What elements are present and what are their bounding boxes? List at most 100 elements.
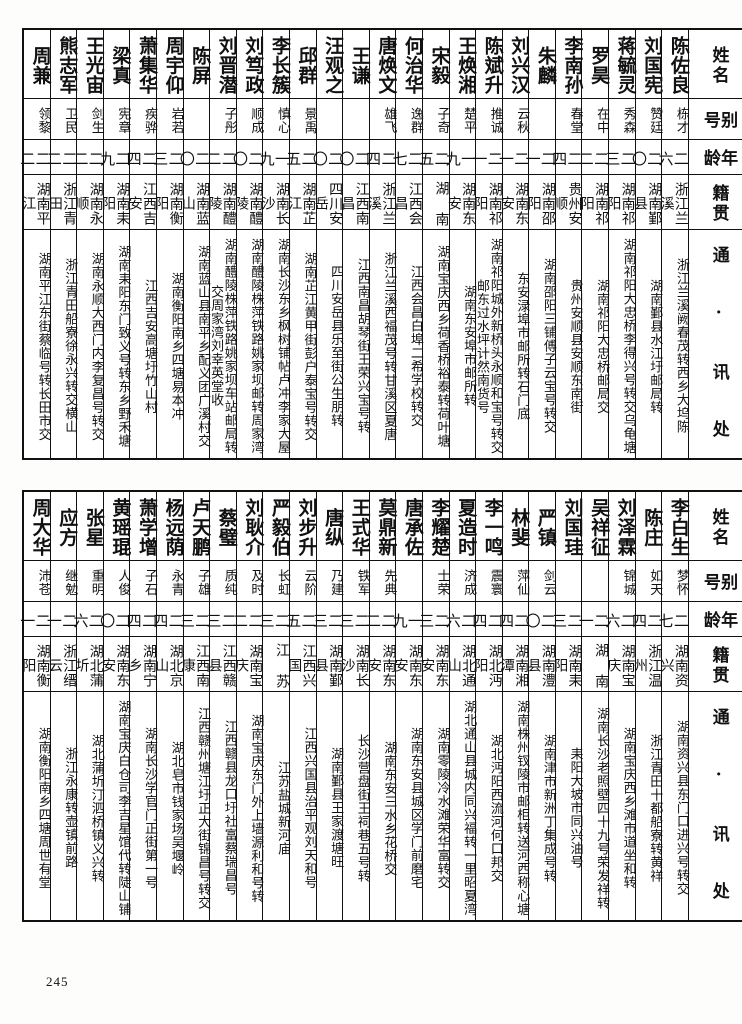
entry-age: 二四 [124, 139, 158, 175]
entry-native-text: 湖南宝庆 [605, 643, 636, 688]
entry-address: 湖南醴陵株萍铁路姚家坝邮转周家湾 [235, 229, 264, 460]
entry-address-text: 江西兴国县治平观刘天和号 [301, 727, 317, 889]
entry-age: 二二 [71, 139, 105, 175]
entry-name: 李南孙 [554, 28, 583, 99]
entry-address-text: 湖北蒲圻汀泗桥镇义兴转 [88, 733, 104, 883]
entry-address-text: 湖南醴陵株萍铁路姚家坝邮转周家湾 [248, 238, 264, 454]
header-alias: 别号 [687, 98, 742, 140]
entry-alias: 长虹 [262, 560, 290, 602]
header-name-text: 姓名 [708, 507, 729, 548]
entry-age-text: 二三 [177, 612, 212, 629]
entry-name: 蔡璧 [209, 490, 238, 561]
entry-name-text: 刘兴汉 [508, 36, 531, 95]
entry-address-text: 湖南祁阳大忠桥李得兴号转交乌龟塘 [620, 238, 636, 454]
entry-native-text: 湖南衡阳 [20, 643, 51, 688]
entry-alias-text: 乃建 [328, 569, 344, 596]
entry-name-text: 卢天鹏 [189, 498, 212, 557]
entry-age-text: 二四 [550, 150, 584, 167]
entry-native: 湖南邵阳 [526, 174, 556, 230]
entry-age-text: 二三 [310, 612, 345, 629]
entry-name: 萧集华 [129, 28, 158, 99]
entry-address-text: 湖南永顺大西门内李复昌号转交 [88, 251, 104, 441]
page-number: 245 [46, 974, 69, 989]
entry-native: 湖南资兴 [659, 636, 689, 692]
entry-address: 湖南长沙老照壁四十九号荣发祥转 [581, 691, 609, 922]
entry-age-text: 二六 [603, 612, 637, 629]
entry-age: 二〇 [630, 139, 663, 175]
entry-native: 湖南耒阳 [100, 174, 130, 230]
entry-name: 黄瑶琨 [102, 490, 131, 561]
entry-address: 江西南昌胡琴街王荣兴宝号转 [342, 229, 370, 460]
entry-address: 湖南东安县城区学门前磨宅 [395, 691, 423, 922]
entry-alias-text: 质纯 [221, 569, 237, 596]
entry-alias: 子雄 [182, 560, 210, 602]
entry-address-text: 江西赣州塘江圩正大街锦昌号转交 [195, 706, 211, 910]
entry-native: 湖南东安 [100, 636, 130, 692]
entry-name: 应方 [49, 490, 78, 561]
entry-address: 湖南株州钗陵市邮柜转送河西称心塘 [501, 691, 529, 922]
entry-address-text: 湖南宝庆东门外上墙源利和号转 [248, 713, 264, 903]
entry-age: 二七 [391, 139, 424, 175]
entry-native: 浙江兰溪 [658, 174, 689, 230]
entry-age: 二二 [577, 139, 610, 175]
entry-alias-text: 云阶 [301, 569, 317, 596]
entry-alias-text: 春堂 [567, 107, 583, 134]
row-alias: 沛苍 继勉 重明 人俊 子石 永青 子雄 质纯 及时 长虹 云阶 乃建 铁军 先典 士荣 济成 震寰 萍仙 剑云 锦城… [22, 560, 742, 602]
entry-name-text: 刘泽霖 [614, 498, 637, 557]
entry-age-text: 二〇 [337, 150, 371, 167]
entry-alias: 剑生 [76, 98, 104, 140]
entry-native: 江 苏 [262, 636, 290, 692]
entry-address-text: 浙江兰溪阙春茂转西乡大坞陈 [673, 258, 689, 434]
header-alias: 别号 [687, 560, 742, 602]
entry-name: 刘步升 [288, 490, 318, 561]
entry-native-text: 湖南湘潭 [499, 643, 530, 688]
entry-native-text: 江 苏 [273, 642, 290, 689]
entry-address: 湖南永顺大西门内李复昌号转交 [76, 229, 104, 460]
entry-name-text: 吴祥征 [588, 498, 611, 557]
entry-alias: 先典 [368, 560, 396, 602]
roster-table-top: 周兼 熊志军 王光宙 梁真 萧集华 周宇仰 陈屏 刘晋潜 刘笃政 李长簇 邱群 汪观之 王谦 唐焕文 何治华… [18, 28, 742, 460]
entry-age: 二三 [258, 601, 291, 637]
entry-native: 湖南祁阳 [472, 174, 503, 230]
entry-name: 蒋毓灵 [608, 28, 637, 99]
entry-name-text: 陈屏 [189, 46, 212, 85]
entry-address: 湖南东安埠市邮所转 [448, 229, 476, 460]
entry-address-text: 湖南东安三水乡花桥交 [381, 740, 397, 876]
entry-age-text: 二〇 [231, 150, 265, 167]
entry-alias: 云秋 [501, 98, 529, 140]
entry-address: 四川安岳县乐至街公生朋转 [315, 229, 343, 460]
entry-name: 汪观之 [315, 28, 344, 99]
entry-native-text: 浙江兰溪 [658, 181, 689, 226]
entry-age-text: 一九 [390, 612, 424, 629]
entry-age-text: 二三 [417, 612, 451, 629]
entry-alias-text: 永青 [168, 569, 184, 596]
entry-alias-text: 宪章 [115, 107, 131, 134]
entry-alias-text: 慎心 [274, 107, 290, 134]
entry-address: 湖北皂市钱家场吴堰岭 [155, 691, 184, 922]
entry-alias-text [184, 99, 210, 139]
entry-name: 周大华 [22, 490, 52, 561]
entry-address: 湖南资兴县东门口进兴号转交 [661, 691, 689, 922]
row-address: 湖南衡阳南乡四塘周世有堂 浙江永康转壶镇前路 湖北蒲圻汀泗桥镇义兴转 湖南宝庆白仓司李… [22, 691, 742, 922]
entry-native-text: 湖南东安 [366, 643, 397, 688]
entry-native: 湖南祁阳 [579, 174, 609, 230]
entry-name: 刘泽霖 [608, 490, 637, 561]
entry-age: 二四 [125, 601, 158, 637]
entry-alias: 赞廷 [634, 98, 662, 140]
entry-age-text: 二二 [71, 150, 105, 167]
entry-address: 湖南长沙东乡枫树铺帖卢冲李家大屋 [262, 229, 290, 460]
entry-native: 湖北京山 [153, 636, 184, 692]
entry-alias: 栋才 [661, 98, 689, 140]
entry-age: 二一 [524, 139, 557, 175]
entry-address: 江西会昌白埠二希学校转交 [395, 229, 423, 460]
entry-alias: 永青 [155, 560, 184, 602]
entry-name-text: 邱群 [295, 46, 318, 85]
entry-native-text: 湖南澧县 [525, 643, 556, 688]
entry-name-text: 唐焕文 [375, 36, 398, 95]
entry-age-text: 二四 [124, 150, 158, 167]
entry-native: 湖南衡阳 [20, 636, 51, 692]
entry-address-text: 湖北通山县城内同兴福转一里昭夏湾 [461, 700, 477, 916]
entry-age-text: 二〇 [310, 150, 345, 167]
entry-alias: 沛苍 [22, 560, 51, 602]
entry-native-text: 湖南耒阳 [552, 643, 583, 688]
